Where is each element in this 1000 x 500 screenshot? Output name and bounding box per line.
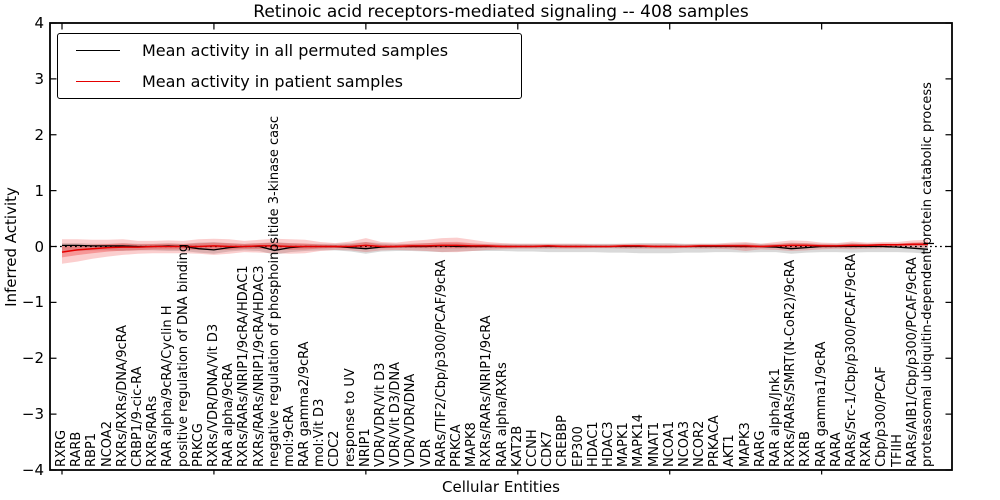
x-tick-label: RXRs/RXRs/DNA/9cRA: [114, 324, 130, 467]
x-tick-label: VDR: [418, 439, 434, 467]
x-tick-label: mol:9cRA: [281, 405, 297, 467]
x-tick-label: RARG: [752, 430, 768, 467]
x-tick-label: NCOA2: [99, 421, 115, 467]
x-tick-label: PRKCG: [190, 423, 206, 467]
patient-mean-line: [61, 243, 928, 253]
x-tick-label: RAR alpha/RXRs: [494, 362, 510, 467]
x-tick-label: MAPK3: [737, 422, 753, 467]
x-tick-label: MAPK1: [616, 422, 632, 467]
x-tick-label: VDR/VDR/DNA: [403, 373, 419, 467]
y-tick-label: −4: [21, 461, 44, 479]
y-tick-label: 3: [34, 69, 44, 88]
x-tick-label: EP300: [570, 426, 586, 467]
y-tick-label: 1: [34, 181, 44, 200]
x-tick-label: PRKCA: [449, 424, 465, 467]
legend-line-sample-permuted: [76, 50, 120, 52]
chart-title: Retinoic acid receptors-mediated signali…: [253, 2, 749, 22]
x-tick-label: CREBBP: [555, 415, 571, 467]
legend-entry-permuted: Mean activity in all permuted samples: [58, 37, 521, 65]
x-tick-label: response to UV: [342, 368, 358, 467]
x-tick-label: RAR gamma1/9cRA: [813, 341, 829, 467]
x-tick-label: RXRs/RARs/NRIP1/9cRA: [479, 315, 495, 467]
x-tick-label: RARs/TIF2/Cbp/p300/PCAF/9cRA: [433, 259, 449, 467]
y-tick-label: 4: [34, 14, 44, 32]
y-tick-label: −3: [21, 405, 44, 424]
legend-line-sample-patient: [76, 80, 120, 82]
x-tick-label: proteasomal ubiquitin-dependent protein …: [920, 82, 935, 467]
x-tick-label: RXRs/RARs/SMRT(N-CoR2)/9cRA: [783, 259, 799, 467]
x-tick-label: RXRB: [798, 431, 814, 467]
legend-label-permuted: Mean activity in all permuted samples: [142, 41, 449, 61]
x-tick-label: RXRG: [54, 429, 69, 467]
x-tick-label: RXRs/RARs/NRIP1/9cRA/HDAC3: [251, 265, 267, 467]
x-tick-label: RARB: [69, 431, 85, 467]
y-tick-label: 2: [34, 125, 44, 144]
x-tick-label: Cbp/p300/PCAF: [874, 366, 890, 467]
x-tick-label: RBP1: [84, 432, 100, 467]
x-tick-label: VDR/Vit D3/DNA: [388, 361, 404, 467]
x-tick-label: NRIP1: [357, 428, 373, 467]
x-tick-label: TFIIH: [889, 434, 905, 467]
x-tick-label: CDC2: [327, 430, 343, 467]
legend-label-patient: Mean activity in patient samples: [142, 71, 403, 91]
x-axis-label: Cellular Entities: [442, 478, 560, 496]
legend-entry-patient: Mean activity in patient samples: [58, 67, 521, 95]
x-tick-label: RAR alpha/Jnk1: [768, 368, 784, 467]
x-tick-label: RXRs/RARs/NRIP1/9cRA/HDAC1: [236, 265, 252, 467]
x-tick-label: RAR alpha/9cRA/Cyclin H: [160, 305, 176, 467]
x-tick-label: mol:Vit D3: [312, 398, 328, 467]
x-tick-label: HDAC3: [600, 421, 616, 467]
x-tick-label: RAR gamma2/9cRA: [297, 341, 313, 467]
x-tick-label: positive regulation of DNA binding: [175, 243, 191, 467]
x-tick-label: KAT2B: [509, 425, 525, 467]
legend: Mean activity in all permuted samples Me…: [57, 33, 522, 99]
x-tick-label: negative regulation of phosphoinositide …: [266, 116, 282, 467]
x-tick-label: RARs/Src-1/Cbp/p300/PCAF/9cRA: [844, 253, 860, 467]
x-tick-label: NCOA3: [676, 421, 692, 467]
patient-range-band-outer: [62, 237, 928, 264]
x-tick-label: HDAC1: [585, 421, 601, 467]
x-tick-label: MAPK14: [631, 413, 647, 467]
x-tick-label: NCOR2: [692, 420, 708, 467]
x-tick-label: NCOA1: [661, 421, 677, 467]
x-tick-label: CRBP1/9-cic-RA: [129, 366, 145, 467]
x-tick-label: RAR alpha/9cRA: [221, 363, 237, 467]
x-tick-label: RARA: [828, 432, 844, 467]
x-tick-label: RXRs/RARs: [145, 395, 161, 467]
x-tick-label: MNAT1: [646, 421, 662, 467]
x-tick-label: RARs/AIB1/Cbp/p300/PCAF/9cRA: [904, 257, 920, 467]
x-tick-label: CCNH: [524, 429, 540, 467]
y-tick-label: 0: [34, 237, 44, 256]
x-tick-label: RXRs/VDR/DNA/Vit D3: [205, 323, 221, 467]
x-tick-label: AKT1: [722, 434, 738, 467]
x-tick-label: CDK7: [540, 431, 556, 467]
x-tick-label: PRKACA: [707, 415, 723, 467]
y-tick-label: −1: [21, 293, 44, 312]
x-tick-label: VDR/VDR/Vit D3: [373, 362, 389, 467]
x-tick-label: MAPK8: [464, 422, 480, 467]
y-tick-label: −2: [21, 349, 44, 368]
x-tick-label: RXRA: [859, 431, 875, 467]
